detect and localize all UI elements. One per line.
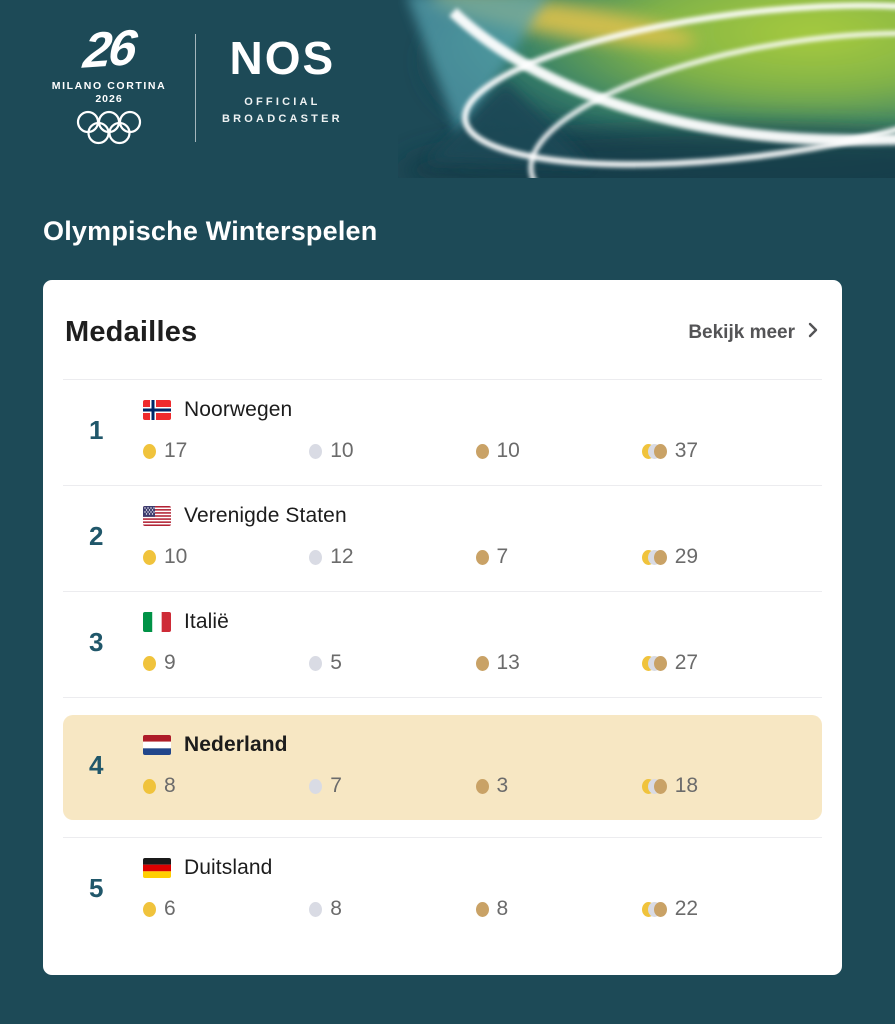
rank: 4 — [89, 750, 104, 780]
silver-count: 7 — [330, 774, 342, 797]
silver-medal-icon — [309, 549, 323, 565]
silver-count: 12 — [330, 545, 354, 568]
usa-flag-icon — [143, 506, 171, 526]
silver-count: 10 — [330, 439, 354, 462]
see-more-label: Bekijk meer — [688, 321, 795, 343]
medals-card-title: Medailles — [65, 316, 198, 348]
see-more-link[interactable]: Bekijk meer — [688, 322, 818, 344]
gold-medal-icon — [143, 778, 156, 794]
decorative-header-art — [398, 0, 895, 178]
total-medals-icon — [641, 549, 667, 565]
gold-medal-icon — [143, 549, 156, 565]
bronze-count: 8 — [496, 897, 509, 920]
country-name: Duitsland — [184, 856, 273, 879]
bronze-medal-icon — [475, 778, 489, 794]
gold-medal-icon — [143, 443, 156, 459]
milano-cortina-wordmark: MILANO CORTINA — [51, 80, 167, 92]
nos-logo: NOS OFFICIAL BROADCASTER — [222, 24, 343, 128]
country-name: Verenigde Staten — [184, 504, 347, 527]
milano-cortina-2026-mark: 26 — [80, 19, 138, 79]
netherlands-flag-icon — [143, 735, 171, 755]
chevron-right-icon — [808, 322, 818, 344]
gold-count: 6 — [164, 897, 176, 920]
norway-flag-icon — [143, 400, 171, 420]
silver-medal-icon — [309, 778, 323, 794]
germany-flag-icon — [143, 858, 171, 878]
brand-divider — [195, 34, 196, 142]
silver-medal-icon — [309, 901, 323, 917]
bronze-count: 10 — [496, 439, 520, 462]
milano-cortina-year: 2026 — [95, 93, 123, 105]
rank: 1 — [89, 415, 104, 445]
bronze-medal-icon — [475, 549, 489, 565]
gold-count: 17 — [164, 439, 188, 462]
gold-medal-icon — [143, 655, 156, 671]
country-name: Nederland — [184, 733, 288, 756]
gold-count: 8 — [164, 774, 176, 797]
total-medals-icon — [641, 778, 667, 794]
silver-medal-icon — [309, 655, 323, 671]
nos-wordmark: NOS — [229, 32, 336, 84]
table-row: 5 Duitsland 6 8 8 22 — [63, 837, 822, 943]
silver-count: 5 — [330, 651, 342, 674]
total-count: 27 — [674, 651, 699, 674]
rank: 3 — [89, 627, 104, 657]
total-count: 29 — [674, 545, 699, 568]
table-row: 3 Italië 9 5 13 27 — [63, 591, 822, 698]
total-count: 18 — [674, 774, 699, 797]
bronze-count: 7 — [496, 545, 509, 568]
total-medals-icon — [641, 443, 667, 459]
bronze-count: 13 — [496, 651, 520, 674]
italy-flag-icon — [143, 612, 171, 632]
bronze-medal-icon — [475, 901, 489, 917]
rank: 5 — [89, 873, 104, 903]
bronze-medal-icon — [475, 443, 489, 459]
broadcaster-brand: 26 MILANO CORTINA 2026 NOS OFFICIAL BROA… — [43, 19, 343, 151]
country-name: Noorwegen — [184, 398, 293, 421]
country-name: Italië — [184, 610, 229, 633]
bronze-count: 3 — [496, 774, 509, 797]
total-medals-icon — [641, 901, 667, 917]
gold-medal-icon — [143, 901, 156, 917]
total-count: 22 — [674, 897, 699, 920]
gold-count: 9 — [164, 651, 176, 674]
olympic-rings-icon — [43, 110, 175, 151]
gold-count: 10 — [164, 545, 188, 568]
total-count: 37 — [674, 439, 699, 462]
rank: 2 — [89, 521, 104, 551]
official-broadcaster-label: OFFICIAL BROADCASTER — [222, 96, 343, 126]
table-row: 2 Verenigde Staten 10 12 7 29 — [63, 485, 822, 591]
page-title: Olympische Winterspelen — [43, 216, 378, 246]
table-row-highlighted: 4 Nederland 8 7 3 18 — [63, 715, 822, 820]
silver-count: 8 — [330, 897, 342, 920]
table-row: 1 Noorwegen 17 10 10 37 — [63, 379, 822, 485]
total-medals-icon — [641, 655, 667, 671]
medals-card-header: Medailles Bekijk meer — [43, 280, 842, 379]
medals-card: Medailles Bekijk meer 1 Noorwegen — [43, 280, 842, 975]
bronze-medal-icon — [475, 655, 489, 671]
silver-medal-icon — [309, 443, 323, 459]
milano-cortina-logo: 26 MILANO CORTINA 2026 — [43, 19, 175, 151]
page-header: 26 MILANO CORTINA 2026 NOS OFFICIAL BROA… — [0, 0, 895, 178]
medal-table: 1 Noorwegen 17 10 10 37 2 — [63, 379, 822, 943]
